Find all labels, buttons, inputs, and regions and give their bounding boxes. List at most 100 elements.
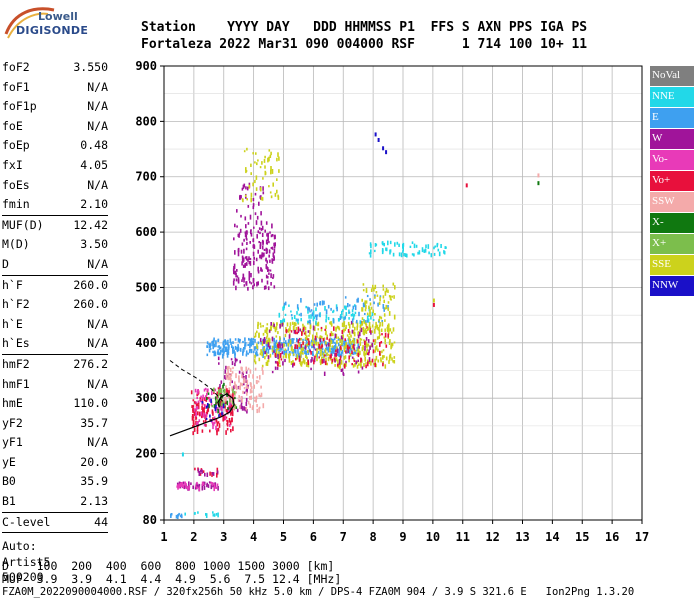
echo-point-ssw	[228, 365, 230, 370]
echo-point-x-	[215, 399, 218, 402]
autoscaling-text: 500200	[2, 570, 44, 585]
echo-point-vo-	[226, 427, 229, 431]
echo-point-sse	[343, 345, 346, 350]
echo-point-w	[259, 195, 262, 199]
param-label: foE	[2, 118, 23, 133]
echo-point-w	[274, 360, 277, 364]
echo-point-e	[217, 345, 219, 348]
echo-point-sse	[374, 313, 376, 316]
echo-point-e	[267, 349, 270, 354]
echo-point-x-	[213, 387, 215, 393]
echo-point-sse	[374, 329, 376, 334]
echo-point-vo-	[192, 420, 195, 425]
echo-point-vo-	[186, 486, 189, 490]
echo-point-w	[271, 234, 274, 237]
echo-point-sse	[262, 332, 265, 336]
echo-point-e	[252, 338, 255, 341]
echo-point-w	[311, 356, 313, 362]
echo-point-sse	[309, 323, 312, 328]
echo-point-w	[206, 482, 208, 486]
echo-point-w	[217, 356, 220, 361]
echo-point-sse	[296, 354, 299, 359]
echo-point-ssw	[240, 396, 243, 400]
echo-point-e	[225, 347, 228, 352]
echo-point-sse	[253, 335, 256, 338]
echo-point-ssw	[254, 367, 257, 371]
echo-point-e	[325, 309, 328, 315]
echo-point-vo-	[210, 481, 212, 484]
echo-point-e	[175, 514, 178, 519]
echo-point-vo-	[199, 413, 201, 417]
echo-point-w	[234, 223, 236, 228]
echo-point-ssw	[256, 376, 259, 379]
echo-point-sse	[295, 322, 297, 326]
echo-point-e	[224, 346, 227, 351]
param-label: MUF(D)	[2, 217, 44, 232]
echo-point-sse	[330, 340, 333, 345]
echo-point-vo-	[221, 404, 224, 408]
echo-point-vo-	[229, 420, 232, 426]
echo-point-sse	[351, 340, 354, 343]
param-row-c-level: C-level 44	[2, 513, 108, 533]
echo-point-sse	[368, 325, 371, 331]
echo-point-sse	[348, 359, 350, 363]
echo-point-sse	[387, 289, 389, 293]
echo-point-sse	[374, 358, 376, 363]
echo-point-w	[218, 362, 220, 365]
echo-point-sse	[343, 321, 346, 324]
echo-point-w	[240, 404, 242, 410]
echo-point-w	[243, 183, 246, 188]
echo-point-e	[357, 297, 359, 303]
echo-point-vo-	[346, 344, 349, 350]
echo-point-x-	[217, 393, 220, 399]
echo-point-sse	[354, 362, 356, 367]
echo-point-w	[297, 329, 300, 333]
param-value: 2.13	[80, 494, 108, 509]
echo-point-sse	[266, 332, 269, 337]
echo-point-vo-	[219, 401, 222, 406]
echo-point-sse	[378, 318, 380, 322]
param-value: 276.2	[73, 356, 108, 371]
echo-point-w	[237, 251, 240, 257]
echo-point-ssw	[243, 378, 246, 383]
echo-point-nne	[315, 320, 317, 326]
echo-point-e	[215, 343, 217, 348]
echo-point-e	[219, 353, 221, 356]
echo-point-sse	[391, 295, 393, 298]
echo-point-w	[243, 277, 246, 280]
echo-point-nnw	[207, 403, 209, 408]
electron-density-profile-curve	[169, 393, 235, 437]
echo-point-sse	[242, 198, 244, 203]
echo-point-sse	[265, 340, 268, 344]
echo-point-w	[267, 232, 269, 238]
echo-point-e	[349, 349, 351, 354]
echo-point-nnw	[210, 398, 212, 403]
echo-point-vo-	[201, 411, 204, 416]
echo-point-e	[309, 319, 311, 325]
param-row-hme: hmE 110.0	[2, 394, 108, 414]
echo-point-sse	[373, 362, 375, 366]
echo-point-w	[253, 260, 255, 266]
echo-point-sse	[299, 353, 302, 358]
echo-point-sse	[392, 327, 395, 332]
echo-point-sse	[277, 152, 279, 157]
echo-point-sse	[365, 340, 367, 343]
footer-file-info: FZA0M_2022090004000.RSF / 320fx256h 50 k…	[2, 586, 635, 598]
echo-point-sse	[295, 327, 298, 331]
echo-point-e	[273, 348, 276, 351]
echo-point-sse	[383, 313, 386, 317]
echo-point-nne	[297, 319, 299, 324]
echo-point-w	[219, 384, 221, 388]
echo-point-sse	[317, 328, 320, 331]
echo-point-e	[364, 312, 366, 315]
echo-point-sse	[360, 323, 362, 327]
echo-point-e	[354, 350, 357, 354]
echo-point-e	[344, 296, 347, 299]
echo-point-w	[274, 366, 277, 370]
echo-point-e	[332, 346, 335, 350]
echo-point-e	[317, 351, 320, 354]
echo-point-sse	[387, 327, 390, 332]
echo-point-sse	[362, 283, 365, 286]
param-row-yf1: yF1 N/A	[2, 433, 108, 453]
echo-point-x-	[235, 406, 238, 409]
